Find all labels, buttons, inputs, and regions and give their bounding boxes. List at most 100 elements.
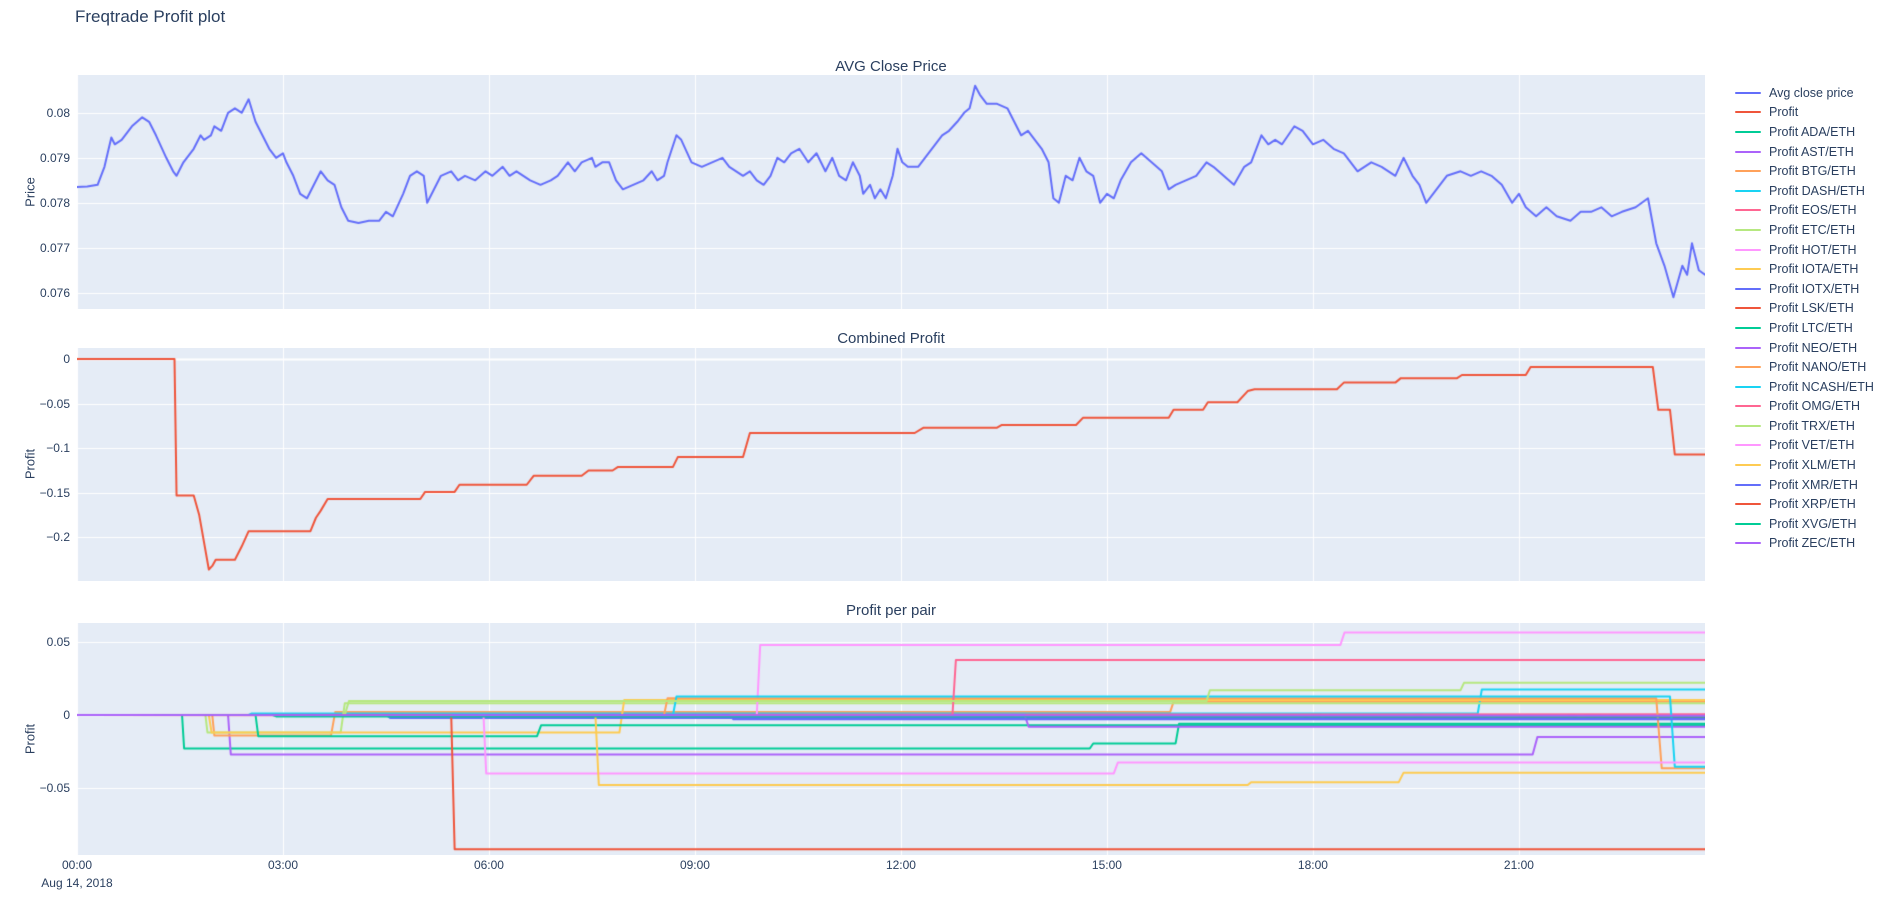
legend-line-swatch xyxy=(1735,111,1761,114)
legend-item-profit-trx-eth[interactable]: Profit TRX/ETH xyxy=(1735,416,1874,436)
legend-label: Profit ZEC/ETH xyxy=(1769,536,1856,551)
legend-label: Profit IOTX/ETH xyxy=(1769,281,1860,296)
x-tick-label: 09:00 xyxy=(679,858,710,872)
legend-line-swatch xyxy=(1735,287,1761,290)
y-tick-label: 0.078 xyxy=(39,195,70,210)
legend-label: Profit BTG/ETH xyxy=(1769,164,1856,179)
legend-item-profit-xmr-eth[interactable]: Profit XMR/ETH xyxy=(1735,475,1874,495)
y-tick-label: 0.076 xyxy=(39,285,70,300)
legend-label: Profit EOS/ETH xyxy=(1769,203,1857,218)
legend-label: Profit ADA/ETH xyxy=(1769,124,1856,139)
legend-line-swatch xyxy=(1735,326,1761,329)
page-title: Freqtrade Profit plot xyxy=(75,7,226,26)
legend-item-profit-zec-eth[interactable]: Profit ZEC/ETH xyxy=(1735,534,1874,554)
legend-item-profit-iota-eth[interactable]: Profit IOTA/ETH xyxy=(1735,259,1874,279)
y-tick-label: 0.077 xyxy=(39,240,70,255)
legend-item-profit-omg-eth[interactable]: Profit OMG/ETH xyxy=(1735,397,1874,417)
legend-item-profit-dash-eth[interactable]: Profit DASH/ETH xyxy=(1735,181,1874,201)
legend-line-swatch xyxy=(1735,464,1761,467)
legend-item-profit-ltc-eth[interactable]: Profit LTC/ETH xyxy=(1735,318,1874,338)
legend-label: Profit XMR/ETH xyxy=(1769,477,1858,492)
legend: Avg close price Profit Profit ADA/ETH Profi… xyxy=(1735,83,1874,553)
price-chart-canvas[interactable] xyxy=(77,75,1705,309)
legend-line-swatch xyxy=(1735,424,1761,427)
legend-label: Profit NCASH/ETH xyxy=(1769,379,1874,394)
profit-per-pair-plot-area[interactable] xyxy=(77,623,1705,855)
legend-line-swatch xyxy=(1735,346,1761,349)
legend-item-profit-vet-eth[interactable]: Profit VET/ETH xyxy=(1735,436,1874,456)
legend-line-swatch xyxy=(1735,483,1761,486)
y-tick-label: 0 xyxy=(63,351,70,366)
x-tick-label: 12:00 xyxy=(885,858,916,872)
y-tick-label: −0.05 xyxy=(39,780,70,795)
legend-item-profit-nano-eth[interactable]: Profit NANO/ETH xyxy=(1735,357,1874,377)
y-tick-label: 0 xyxy=(63,707,70,722)
legend-label: Profit XRP/ETH xyxy=(1769,497,1856,512)
profit-per-pair-title: Profit per pair xyxy=(845,602,937,619)
legend-line-swatch xyxy=(1735,228,1761,231)
avg-close-price-title: AVG Close Price xyxy=(835,58,947,75)
x-tick-label: 21:00 xyxy=(1503,858,1534,872)
y-tick-label: 0.079 xyxy=(39,150,70,165)
legend-item-profit-hot-eth[interactable]: Profit HOT/ETH xyxy=(1735,240,1874,260)
legend-label: Profit XLM/ETH xyxy=(1769,458,1856,473)
combined-profit-chart-canvas[interactable] xyxy=(77,348,1705,581)
x-tick-label: 03:00 xyxy=(267,858,298,872)
y-tick-label: −0.05 xyxy=(39,396,70,411)
legend-line-swatch xyxy=(1735,444,1761,447)
legend-line-swatch xyxy=(1735,248,1761,251)
price-plot-area[interactable] xyxy=(77,75,1705,309)
legend-item-profit-ada-eth[interactable]: Profit ADA/ETH xyxy=(1735,122,1874,142)
legend-line-swatch xyxy=(1735,150,1761,153)
y-tick-label: −0.1 xyxy=(46,441,70,456)
legend-item-profit-neo-eth[interactable]: Profit NEO/ETH xyxy=(1735,338,1874,358)
legend-item-profit-etc-eth[interactable]: Profit ETC/ETH xyxy=(1735,220,1874,240)
legend-item-profit-xrp-eth[interactable]: Profit XRP/ETH xyxy=(1735,494,1874,514)
combined-profit-plot-area[interactable] xyxy=(77,348,1705,581)
legend-item-profit-ast-eth[interactable]: Profit AST/ETH xyxy=(1735,142,1874,162)
y-tick-label: −0.2 xyxy=(46,530,70,545)
x-axis-date-label: Aug 14, 2018 xyxy=(41,876,113,890)
legend-label: Profit XVG/ETH xyxy=(1769,516,1857,531)
legend-line-swatch xyxy=(1735,209,1761,212)
legend-line-swatch xyxy=(1735,522,1761,525)
legend-label: Profit HOT/ETH xyxy=(1769,242,1857,257)
legend-item-profit-xvg-eth[interactable]: Profit XVG/ETH xyxy=(1735,514,1874,534)
legend-item-profit-iotx-eth[interactable]: Profit IOTX/ETH xyxy=(1735,279,1874,299)
legend-line-swatch xyxy=(1735,503,1761,506)
y-tick-label: −0.15 xyxy=(39,485,70,500)
legend-line-swatch xyxy=(1735,366,1761,369)
legend-line-swatch xyxy=(1735,385,1761,388)
legend-label: Profit xyxy=(1769,105,1799,120)
legend-line-swatch xyxy=(1735,542,1761,545)
legend-item-profit-btg-eth[interactable]: Profit BTG/ETH xyxy=(1735,161,1874,181)
legend-label: Profit AST/ETH xyxy=(1769,144,1854,159)
legend-item-profit-eos-eth[interactable]: Profit EOS/ETH xyxy=(1735,201,1874,221)
profit-per-pair-chart-canvas[interactable] xyxy=(77,623,1705,855)
x-tick-label: 18:00 xyxy=(1297,858,1328,872)
legend-line-swatch xyxy=(1735,405,1761,408)
legend-label: Profit DASH/ETH xyxy=(1769,183,1865,198)
legend-label: Profit NEO/ETH xyxy=(1769,340,1858,355)
legend-label: Profit OMG/ETH xyxy=(1769,399,1860,414)
legend-item-profit-xlm-eth[interactable]: Profit XLM/ETH xyxy=(1735,455,1874,475)
x-tick-label: 06:00 xyxy=(473,858,504,872)
legend-item-profit-ncash-eth[interactable]: Profit NCASH/ETH xyxy=(1735,377,1874,397)
legend-label: Profit TRX/ETH xyxy=(1769,418,1855,433)
legend-label: Profit IOTA/ETH xyxy=(1769,262,1859,277)
legend-item-profit[interactable]: Profit xyxy=(1735,103,1874,123)
legend-item-avg-close-price[interactable]: Avg close price xyxy=(1735,83,1874,103)
legend-item-profit-lsk-eth[interactable]: Profit LSK/ETH xyxy=(1735,299,1874,319)
y-tick-label: 0.05 xyxy=(46,634,70,649)
legend-line-swatch xyxy=(1735,189,1761,192)
legend-line-swatch xyxy=(1735,170,1761,173)
legend-label: Profit LTC/ETH xyxy=(1769,320,1853,335)
legend-label: Profit VET/ETH xyxy=(1769,438,1855,453)
legend-label: Profit ETC/ETH xyxy=(1769,222,1856,237)
combined-profit-title: Combined Profit xyxy=(837,330,945,347)
legend-line-swatch xyxy=(1735,130,1761,133)
legend-label: Profit NANO/ETH xyxy=(1769,360,1867,375)
legend-line-swatch xyxy=(1735,307,1761,310)
legend-line-swatch xyxy=(1735,268,1761,271)
